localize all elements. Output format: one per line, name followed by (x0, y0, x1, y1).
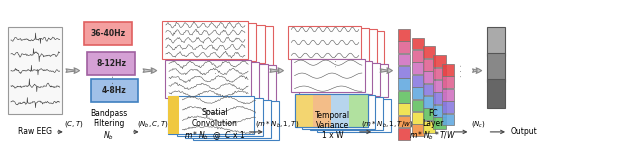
Bar (412, 62, 424, 74)
Bar (88, 52, 135, 75)
Bar (487, 79, 505, 108)
Bar (397, 103, 410, 115)
Bar (310, 97, 383, 130)
Text: $(m*N_b, 1, T)$: $(m*N_b, 1, T)$ (255, 119, 300, 129)
Text: . . .: . . . (330, 54, 339, 67)
Bar (302, 95, 376, 129)
Text: 36-40Hz: 36-40Hz (91, 29, 125, 38)
Bar (397, 54, 410, 65)
Bar (433, 92, 445, 104)
Bar (442, 89, 454, 101)
Text: . . .: . . . (106, 75, 116, 90)
Bar (423, 59, 435, 71)
Bar (168, 96, 179, 134)
Bar (423, 108, 435, 120)
Bar (442, 101, 454, 113)
Bar (433, 80, 445, 92)
Bar (179, 25, 264, 63)
Bar (412, 100, 424, 111)
Bar (412, 112, 424, 124)
Bar (433, 68, 445, 79)
Bar (433, 117, 445, 129)
Bar (294, 94, 368, 127)
Bar (412, 38, 424, 49)
Bar (423, 46, 435, 58)
Bar (303, 29, 377, 63)
Text: Output: Output (511, 127, 538, 136)
Bar (397, 29, 410, 41)
Bar (397, 128, 410, 140)
Bar (187, 26, 273, 65)
Bar (423, 71, 435, 83)
Bar (397, 78, 410, 90)
Bar (190, 65, 276, 104)
Bar (294, 94, 368, 127)
Bar (288, 26, 362, 59)
Text: $(C, T)$: $(C, T)$ (63, 119, 83, 129)
Bar (307, 63, 380, 96)
Bar (182, 63, 268, 102)
Text: 8-12Hz: 8-12Hz (96, 59, 126, 68)
Bar (423, 84, 435, 95)
Bar (162, 21, 248, 59)
Text: . . .: . . . (455, 64, 464, 77)
Bar (291, 59, 365, 92)
Bar (442, 114, 454, 125)
Bar (313, 94, 331, 127)
Bar (317, 99, 391, 132)
Bar (397, 66, 410, 78)
Bar (331, 94, 349, 127)
Bar (433, 55, 445, 67)
Bar (84, 22, 132, 45)
Bar (299, 61, 372, 94)
Bar (423, 121, 435, 133)
Bar (433, 105, 445, 117)
Bar (296, 28, 369, 61)
Text: $(m*N_b, 1, T/w)$: $(m*N_b, 1, T/w)$ (361, 119, 413, 129)
Bar (349, 94, 368, 127)
Text: . . .: . . . (210, 66, 219, 79)
Bar (442, 64, 454, 76)
Bar (168, 96, 254, 134)
Bar (294, 94, 313, 127)
Bar (412, 124, 424, 136)
Text: Temporal
Variance
1 x W: Temporal Variance 1 x W (315, 111, 350, 140)
Bar (397, 41, 410, 53)
Bar (487, 53, 505, 82)
Text: Bandpass
Filtering
$N_b$: Bandpass Filtering $N_b$ (90, 109, 127, 142)
Bar (412, 87, 424, 99)
Text: Spatial
Convolution
$m*N_b$  @  $C$ x 1: Spatial Convolution $m*N_b$ @ $C$ x 1 (184, 108, 246, 142)
Bar (185, 100, 271, 138)
Text: $(N_c)$: $(N_c)$ (470, 119, 486, 129)
Bar (412, 50, 424, 62)
Bar (397, 91, 410, 103)
Bar (412, 75, 424, 87)
Bar (170, 23, 256, 61)
Bar (165, 60, 251, 98)
Bar (423, 96, 435, 108)
Bar (397, 116, 410, 127)
Bar (311, 31, 385, 64)
Bar (91, 79, 138, 102)
Text: $(N_b, C, T)$: $(N_b, C, T)$ (137, 119, 169, 129)
Bar (173, 62, 259, 100)
Text: Raw EEG: Raw EEG (17, 127, 52, 136)
Text: 4-8Hz: 4-8Hz (102, 86, 127, 95)
Bar (487, 27, 505, 56)
Bar (193, 102, 279, 140)
Bar (177, 98, 262, 136)
Text: FC
Layer
$m*N_b*T/W$: FC Layer $m*N_b*T/W$ (409, 109, 456, 142)
Bar (8, 27, 62, 114)
Bar (314, 64, 388, 97)
Bar (442, 76, 454, 88)
